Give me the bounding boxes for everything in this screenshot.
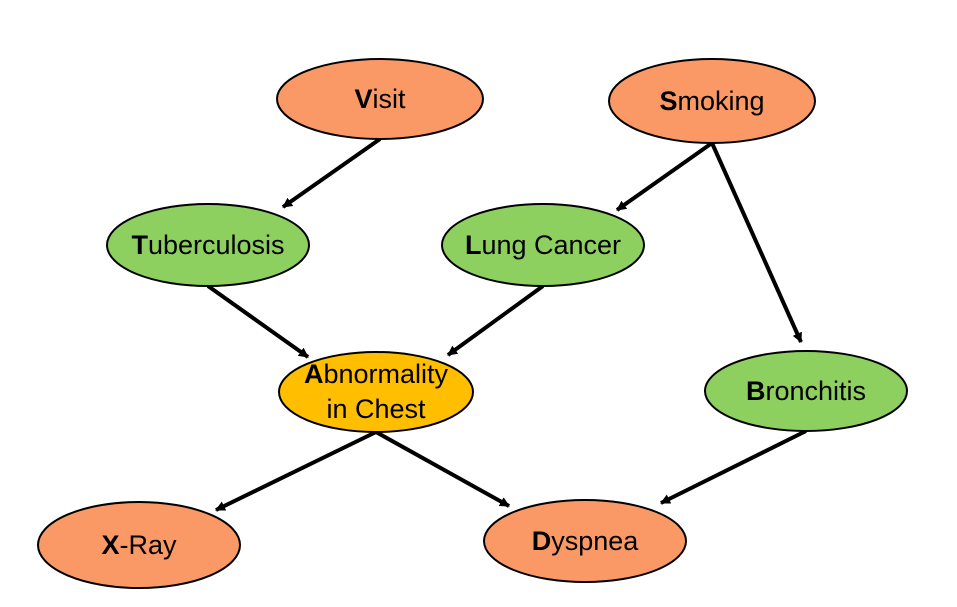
node-dyspnea: Dyspnea xyxy=(483,499,687,583)
edge-smoking-to-lung-cancer xyxy=(615,141,714,212)
node-lung-cancer-shape xyxy=(441,203,645,287)
node-lung-cancer-label: Lung Cancer xyxy=(465,230,621,260)
node-xray-label: X-Ray xyxy=(101,530,177,560)
node-smoking-label: Smoking xyxy=(659,86,764,116)
edge-abnormality-to-dyspnea xyxy=(375,430,510,508)
node-bronchitis: Bronchitis xyxy=(704,350,908,432)
node-visit: Visit xyxy=(276,58,484,140)
node-xray-shape xyxy=(37,501,241,589)
node-abnormality-label-line1: Abnormality xyxy=(304,359,449,389)
edge-smoking-to-bronchitis xyxy=(710,142,803,343)
node-visit-label: Visit xyxy=(354,84,406,114)
edge-bronchitis-to-dyspnea xyxy=(660,429,807,505)
edge-visit-to-tuberculosis xyxy=(281,137,382,209)
node-smoking: Smoking xyxy=(608,58,816,144)
node-dyspnea-shape xyxy=(483,499,687,583)
node-smoking-shape xyxy=(608,58,816,144)
edge-lung-cancer-to-abnormality xyxy=(446,284,545,357)
node-tuberculosis-shape xyxy=(106,203,310,287)
node-xray: X-Ray xyxy=(37,501,241,589)
node-visit-shape xyxy=(276,58,484,140)
node-tuberculosis: Tuberculosis xyxy=(106,203,310,287)
node-lung-cancer: Lung Cancer xyxy=(441,203,645,287)
node-abnormality: Abnormality in Chest xyxy=(278,351,474,433)
node-abnormality-label-line2: in Chest xyxy=(326,394,426,424)
node-bronchitis-shape xyxy=(704,350,908,432)
edge-tuberculosis-to-abnormality xyxy=(206,284,310,359)
node-tuberculosis-label: Tuberculosis xyxy=(131,230,284,260)
node-abnormality-shape xyxy=(278,351,474,433)
edges xyxy=(206,137,807,512)
node-bronchitis-label: Bronchitis xyxy=(746,376,866,406)
edge-abnormality-to-xray xyxy=(215,430,377,512)
node-dyspnea-label: Dyspnea xyxy=(532,526,640,556)
